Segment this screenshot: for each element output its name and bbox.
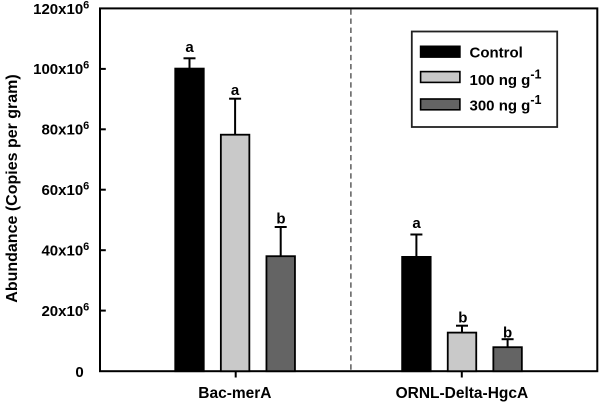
svg-text:b: b [458, 310, 467, 327]
svg-text:ORNL-Delta-HgcA: ORNL-Delta-HgcA [396, 385, 529, 402]
svg-text:a: a [412, 215, 421, 232]
svg-text:100 ng g-1: 100 ng g-1 [470, 68, 542, 89]
svg-text:Abundance (Copies per gram): Abundance (Copies per gram) [4, 74, 21, 302]
svg-text:20x106: 20x106 [41, 301, 89, 320]
svg-text:100x106: 100x106 [33, 60, 89, 79]
svg-text:b: b [276, 211, 285, 228]
svg-text:Bac-merA: Bac-merA [198, 385, 271, 402]
svg-text:80x106: 80x106 [41, 120, 89, 139]
svg-text:60x106: 60x106 [41, 180, 89, 199]
svg-text:300 ng g-1: 300 ng g-1 [470, 93, 542, 114]
svg-text:120x106: 120x106 [33, 0, 89, 18]
svg-text:b: b [503, 325, 512, 342]
svg-text:0: 0 [75, 364, 83, 381]
svg-text:a: a [185, 39, 194, 56]
svg-text:Control: Control [470, 45, 523, 62]
svg-text:a: a [231, 82, 240, 99]
svg-text:40x106: 40x106 [41, 241, 89, 260]
